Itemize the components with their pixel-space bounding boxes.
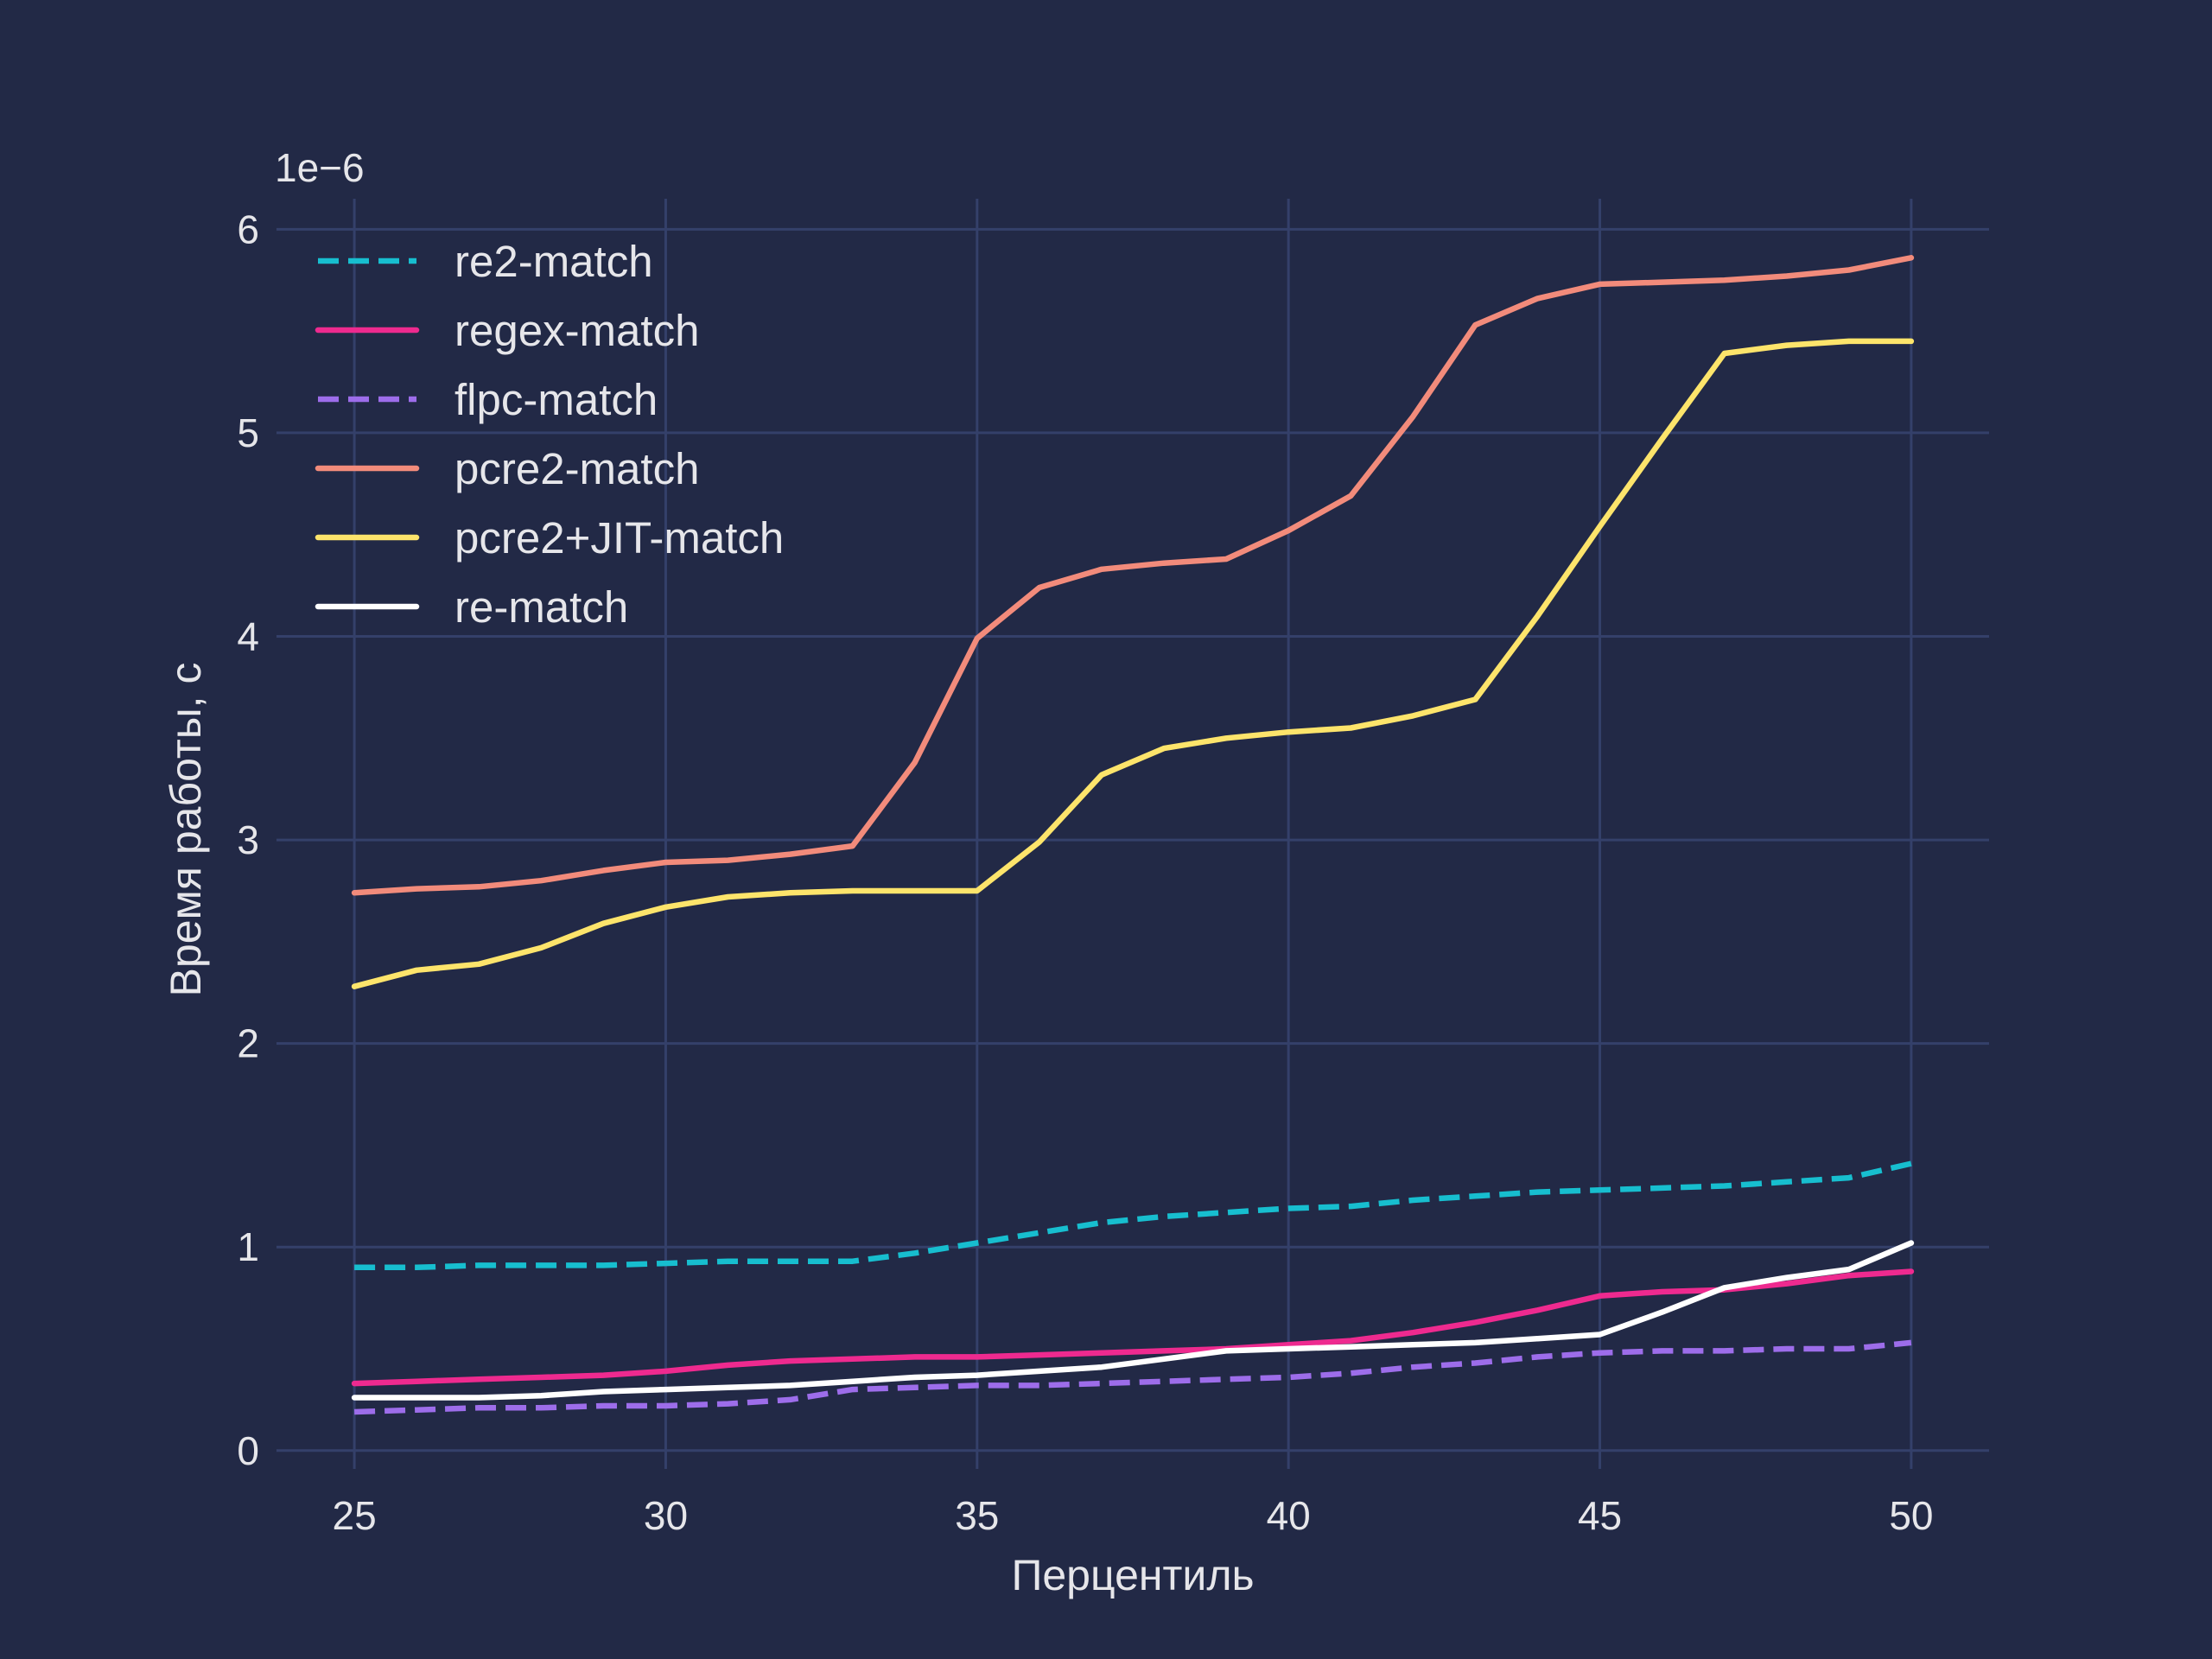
series-line-pcre2-match bbox=[351, 255, 1915, 896]
series-line-pcre2-jit-match bbox=[351, 338, 1915, 989]
grid bbox=[276, 199, 1989, 1469]
series-line-re2-match bbox=[354, 1160, 1912, 1271]
series-lines bbox=[351, 255, 1915, 1415]
legend: re2-match regex-match flpc-match pcre2-matc… bbox=[315, 237, 784, 632]
legend-label-pcre2-match: pcre2-match bbox=[454, 444, 699, 493]
legend-label-pcre2-jit-match: pcre2+JIT-match bbox=[454, 513, 784, 563]
y-tick-label: 4 bbox=[237, 613, 259, 658]
y-tick-label: 2 bbox=[237, 1021, 259, 1066]
x-tick-label: 40 bbox=[1267, 1493, 1311, 1538]
y-axis-label: Время работы, с bbox=[162, 663, 210, 997]
legend-label-regex-match: regex-match bbox=[454, 306, 699, 355]
legend-label-flpc-match: flpc-match bbox=[454, 375, 658, 424]
x-axis-label: Перцентиль bbox=[1011, 1551, 1254, 1599]
y-scale-label: 1e−6 bbox=[275, 145, 365, 190]
x-tick-label: 45 bbox=[1578, 1493, 1622, 1538]
series-line-flpc-match bbox=[353, 1339, 1912, 1415]
x-tick-label: 50 bbox=[1889, 1493, 1933, 1538]
legend-label-re2-match: re2-match bbox=[454, 237, 653, 286]
series-line-re-match bbox=[351, 1240, 1915, 1401]
legend-label-re-match: re-match bbox=[454, 582, 628, 632]
series-line-regex-match bbox=[351, 1268, 1915, 1387]
y-tick-label: 1 bbox=[237, 1224, 259, 1269]
x-tick-label: 35 bbox=[955, 1493, 999, 1538]
y-tick-label: 3 bbox=[237, 817, 259, 862]
x-tick-label: 30 bbox=[644, 1493, 688, 1538]
x-tick-label: 25 bbox=[333, 1493, 377, 1538]
y-tick-label: 6 bbox=[237, 207, 259, 251]
y-tick-label: 5 bbox=[237, 410, 259, 455]
y-tick-label: 0 bbox=[237, 1428, 259, 1473]
